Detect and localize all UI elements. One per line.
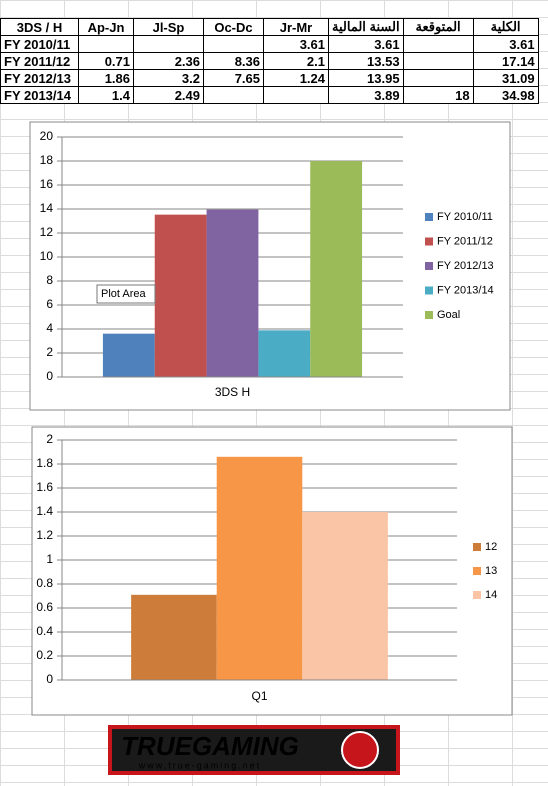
table-cell: 34.98 [472, 86, 539, 104]
legend-swatch [425, 213, 433, 221]
y-tick-label: 6 [46, 297, 53, 311]
legend-swatch [425, 262, 433, 270]
y-tick-label: 12 [40, 225, 54, 239]
table-cell: 7.65 [203, 69, 264, 87]
legend-swatch [473, 567, 481, 575]
x-tick-label: 3DS H [215, 385, 250, 399]
y-tick-label: 4 [46, 321, 53, 335]
bar [154, 214, 207, 377]
chart: 0 2 4 6 8 10 12 14 16 18 20 3DS H FY 2010/11 FY 2011/… [29, 121, 511, 411]
y-tick-label: 14 [40, 201, 54, 215]
y-tick-label: 0.8 [36, 576, 53, 590]
legend-label: FY 2013/14 [437, 284, 494, 296]
legend-label: FY 2011/12 [437, 235, 493, 247]
logo-icon [341, 731, 379, 769]
table-cell: 0.71 [78, 52, 134, 70]
y-tick-label: 10 [40, 249, 54, 263]
table-cell: Oc-Dc [203, 18, 264, 36]
bar [216, 456, 303, 680]
y-tick-label: 0.2 [36, 648, 53, 662]
table-cell: 3.89 [328, 86, 404, 104]
y-tick-label: 0 [46, 369, 53, 383]
tooltip: Plot Area [96, 284, 156, 304]
logo-url: www.true-gaming.net [138, 760, 262, 770]
table-row: FY 2013/14 1.4 2.49 3.89 18 34.98 [0, 86, 539, 104]
bar [302, 512, 388, 680]
y-tick-label: 1 [46, 552, 53, 566]
y-tick-label: 0 [46, 672, 53, 686]
table-cell: Jr-Mr [263, 18, 329, 36]
legend-label: Goal [437, 309, 460, 321]
table-cell: 3.61 [328, 35, 404, 53]
y-tick-label: 18 [40, 153, 54, 167]
legend-label: FY 2012/13 [437, 260, 494, 272]
table-cell: 3.61 [263, 35, 329, 53]
logo: TRUEGAMING www.true-gaming.net [108, 725, 400, 775]
legend-label: 14 [485, 589, 497, 601]
legend-swatch [425, 311, 433, 319]
y-tick-label: 20 [40, 129, 54, 143]
legend-swatch [473, 543, 481, 551]
data-table: 3DS / H Ap-Jn Jl-Sp Oc-Dc Jr-Mr السنة المالية… [0, 18, 539, 104]
table-cell: FY 2010/11 [0, 35, 79, 53]
y-tick-label: 1.6 [36, 480, 53, 494]
table-cell: 2.49 [133, 86, 204, 104]
table-cell: 3DS / H [0, 18, 79, 36]
legend-label: FY 2010/11 [437, 211, 493, 223]
bar [206, 209, 259, 377]
y-tick-label: 16 [40, 177, 54, 191]
y-tick-label: 0.6 [36, 600, 53, 614]
table-cell: 18 [402, 86, 474, 104]
bar [102, 333, 155, 377]
table-cell: 31.09 [472, 69, 539, 87]
bar [131, 594, 217, 680]
table-row: 3DS / H Ap-Jn Jl-Sp Oc-Dc Jr-Mr السنة المالية… [0, 18, 539, 36]
logo-text: TRUEGAMING [121, 731, 299, 761]
legend-label: 12 [485, 541, 497, 553]
legend-label: 13 [485, 565, 497, 577]
table-cell [263, 86, 329, 104]
table-cell: FY 2012/13 [0, 69, 79, 87]
tooltip-box [96, 284, 156, 304]
y-tick-label: 1.8 [36, 456, 53, 470]
chart: 0 0.2 0.4 0.6 0.8 1 1.2 1.4 1.6 1.8 2 Q1 12 13 14 [31, 426, 513, 716]
y-tick-label: 2 [46, 345, 53, 359]
legend-swatch [425, 237, 433, 246]
legend-swatch [473, 591, 481, 599]
y-tick-label: 0.4 [36, 624, 53, 638]
y-tick-label: 8 [46, 273, 53, 287]
y-tick-label: 1.2 [36, 528, 53, 542]
tooltip-text: Plot Area [101, 288, 147, 300]
table-cell: 1.4 [78, 86, 134, 104]
table-cell: FY 2013/14 [0, 86, 79, 104]
legend-swatch [425, 286, 433, 295]
y-tick-label: 2 [46, 432, 53, 446]
bar [310, 161, 363, 377]
bar [258, 330, 311, 377]
y-tick-label: 1.4 [36, 504, 53, 518]
x-tick-label: Q1 [251, 689, 267, 703]
